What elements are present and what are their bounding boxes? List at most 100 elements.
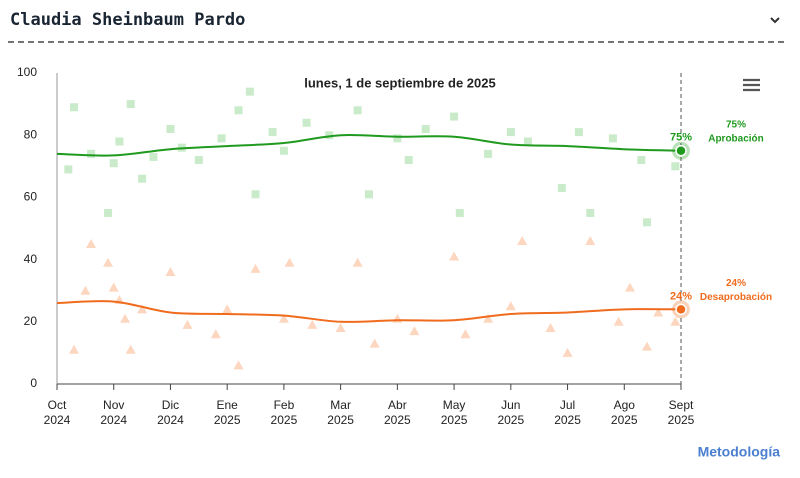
poll-point bbox=[245, 87, 254, 96]
poll-point bbox=[64, 165, 73, 174]
poll-point bbox=[69, 344, 80, 354]
poll-point bbox=[284, 257, 295, 267]
x-tick-label: Mar bbox=[330, 398, 351, 412]
x-tick-label: Ago bbox=[614, 398, 636, 412]
x-tick-label: Ene bbox=[217, 398, 239, 412]
trend-line bbox=[56, 300, 682, 323]
poll-point bbox=[86, 239, 97, 249]
x-tick-label: Abr bbox=[388, 398, 407, 412]
x-tick-year: 2025 bbox=[668, 413, 695, 427]
methodology-link[interactable]: Metodología bbox=[698, 444, 781, 460]
poll-point bbox=[166, 124, 175, 133]
poll-point bbox=[138, 174, 147, 183]
poll-point bbox=[642, 218, 651, 227]
x-tick-label: Jul bbox=[560, 398, 575, 412]
x-tick-label: Nov bbox=[103, 398, 124, 412]
poll-point bbox=[222, 304, 233, 314]
poll-point bbox=[505, 301, 516, 311]
end-name: Aprobación bbox=[708, 133, 764, 144]
poll-point bbox=[120, 313, 131, 323]
poll-point bbox=[165, 267, 176, 277]
poll-point bbox=[302, 118, 311, 127]
x-tick-year: 2024 bbox=[44, 413, 71, 427]
poll-point bbox=[574, 128, 583, 137]
poll-point bbox=[80, 285, 91, 295]
end-marker bbox=[675, 303, 687, 316]
chevron[interactable] bbox=[770, 17, 780, 24]
poll-point bbox=[251, 190, 260, 199]
poll-point bbox=[585, 235, 596, 245]
poll-point bbox=[103, 257, 114, 267]
y-tick-label: 20 bbox=[24, 314, 38, 328]
poll-point bbox=[250, 263, 261, 273]
data-label: 75% bbox=[670, 132, 692, 144]
poll-point bbox=[421, 124, 430, 133]
x-tick-label: May bbox=[443, 398, 466, 412]
poll-point bbox=[108, 282, 119, 292]
menu-icon[interactable] bbox=[743, 78, 760, 92]
x-tick-label: Jun bbox=[501, 398, 520, 412]
poll-point bbox=[87, 149, 96, 158]
poll-point bbox=[608, 134, 617, 143]
x-tick-year: 2025 bbox=[271, 413, 298, 427]
poll-point bbox=[392, 313, 403, 323]
poll-point bbox=[325, 131, 334, 140]
poll-point bbox=[637, 156, 646, 165]
poll-point bbox=[449, 251, 460, 261]
poll-point bbox=[126, 100, 135, 109]
poll-point bbox=[70, 103, 79, 112]
x-tick-year: 2025 bbox=[214, 413, 241, 427]
poll-point bbox=[483, 313, 494, 323]
y-tick-label: 0 bbox=[30, 376, 37, 390]
poll-point bbox=[393, 134, 402, 143]
y-tick-label: 80 bbox=[24, 127, 38, 141]
data-label: 24% bbox=[670, 290, 692, 302]
poll-point bbox=[523, 137, 532, 146]
poll-point bbox=[109, 159, 118, 168]
end-marker bbox=[675, 145, 687, 157]
poll-point bbox=[234, 106, 243, 115]
poll-point bbox=[352, 257, 363, 267]
poll-point bbox=[641, 341, 652, 351]
poll-point bbox=[506, 128, 515, 137]
poll-point bbox=[545, 323, 556, 333]
poll-point bbox=[149, 152, 158, 161]
poll-point bbox=[137, 304, 148, 314]
poll-point bbox=[182, 319, 193, 329]
y-tick-label: 40 bbox=[24, 252, 38, 266]
poll-point bbox=[217, 134, 226, 143]
poll-point bbox=[307, 319, 318, 329]
x-tick-year: 2025 bbox=[327, 413, 354, 427]
poll-point bbox=[194, 156, 203, 165]
x-tick-label: Sept bbox=[669, 398, 694, 412]
y-tick-label: 100 bbox=[17, 65, 37, 79]
poll-point bbox=[268, 128, 277, 137]
poll-point bbox=[450, 112, 459, 121]
end-name: Desaprobación bbox=[700, 292, 772, 303]
poll-point bbox=[210, 329, 221, 339]
poll-point bbox=[460, 329, 471, 339]
poll-point bbox=[104, 208, 113, 217]
poll-point bbox=[353, 106, 362, 115]
poll-point bbox=[278, 313, 289, 323]
end-value: 24% bbox=[726, 278, 746, 289]
poll-point bbox=[404, 156, 413, 165]
poll-point bbox=[365, 190, 373, 199]
x-tick-year: 2025 bbox=[497, 413, 524, 427]
x-tick-year: 2025 bbox=[554, 413, 581, 427]
poll-point bbox=[613, 316, 624, 326]
poll-point bbox=[279, 146, 288, 155]
poll-point bbox=[115, 137, 124, 146]
hover-label: lunes, 1 de septiembre de 2025 bbox=[304, 75, 495, 90]
poll-point bbox=[409, 326, 420, 336]
poll-point bbox=[517, 235, 528, 245]
poll-point bbox=[670, 316, 681, 326]
poll-point bbox=[335, 323, 346, 333]
poll-point bbox=[369, 338, 380, 348]
header-title: Claudia Sheinbaum Pardo bbox=[10, 10, 245, 30]
end-value: 75% bbox=[726, 119, 746, 130]
x-tick-year: 2024 bbox=[100, 413, 127, 427]
poll-point bbox=[586, 208, 595, 217]
poll-point bbox=[484, 149, 493, 158]
